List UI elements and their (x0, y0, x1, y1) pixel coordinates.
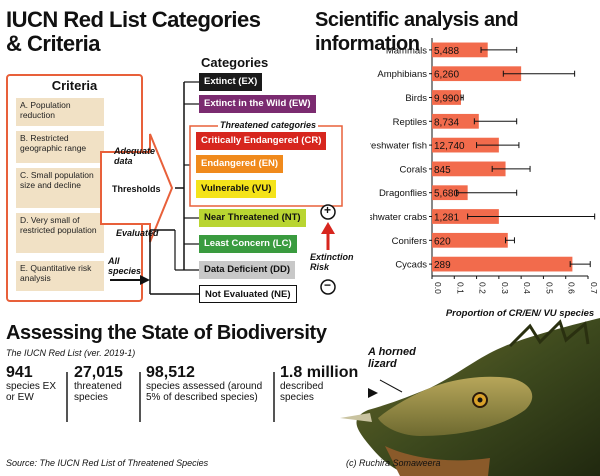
stat-extinct-text: species EX or EW (6, 381, 57, 403)
bar (432, 137, 499, 153)
criteria-item-c: C. Small population size and decline (16, 168, 104, 208)
x-tick-label: 0.7 (589, 282, 598, 294)
bar (432, 113, 479, 129)
photo-credit: (c) Ruchira Somaweera (346, 458, 441, 468)
stat-divider-1 (66, 372, 68, 422)
extinction-risk-head (321, 222, 335, 234)
category-label: Cycads (395, 260, 427, 271)
category-label: Freshwater fish (370, 141, 427, 152)
x-tick-label: 0.4 (522, 282, 532, 294)
category-not-evaluated: Not Evaluated (NE) (199, 285, 297, 303)
criteria-item-d: D. Very small of restricted population (16, 213, 104, 253)
category-near-threatened: Near Threatened (NT) (199, 209, 306, 227)
x-axis-label: Proportion of CR/EN/ VU species (446, 308, 594, 319)
category-label: Freshwater crabs (370, 212, 427, 223)
criteria-item-b: B. Restricted geographic range (16, 131, 104, 163)
evaluated-label: Evaluated (116, 228, 159, 238)
category-least-concern: Least Concern (LC) (199, 235, 297, 253)
count-label: 289 (434, 260, 451, 271)
bar (432, 209, 499, 224)
plus-circle (320, 204, 336, 220)
chart-title: Scientific analysis and information (315, 9, 519, 55)
count-label: 620 (434, 236, 451, 247)
categories-title: Categories (201, 55, 269, 70)
category-label: Amphibians (377, 69, 427, 80)
category-data-deficient: Data Deficient (DD) (199, 261, 296, 279)
adequate-data-label: Adequate data (114, 146, 156, 166)
plus-sign: + (324, 203, 332, 217)
stat-threatened-text: threatened species (74, 381, 122, 403)
criteria-item-e: E. Quantitative risk analysis (16, 261, 104, 291)
source-note: Source: The IUCN Red List of Threatened … (6, 458, 209, 468)
category-label: Reptiles (393, 117, 428, 128)
count-label: 8,734 (434, 117, 459, 128)
stat-divider-3 (273, 372, 275, 422)
x-tick-label: 0.5 (544, 282, 554, 294)
x-tick-label: 0.2 (478, 282, 488, 294)
x-tick-label: 0.6 (567, 282, 577, 294)
category-vulnerable: Vulnerable (VU) (196, 180, 277, 198)
stat-assessed-text: species assessed (around 5% of described… (146, 381, 263, 403)
category-label: Dragonflies (379, 188, 427, 199)
count-label: 5,680 (434, 189, 459, 200)
extinction-risk-label: Extinction Risk (310, 252, 354, 272)
category-label: Conifers (392, 236, 428, 247)
category-label: Birds (405, 93, 427, 104)
biodiversity-subtitle: The IUCN Red List (ver. 2019-1) (6, 348, 136, 358)
stat-divider-2 (139, 372, 141, 422)
stat-assessed: 98,512 species assessed (around 5% of de… (146, 364, 270, 403)
horned-lizard-photo (340, 318, 600, 476)
stat-extinct: 941 species EX or EW (6, 364, 66, 403)
minus-sign: − (324, 278, 332, 292)
criteria-item-a: A. Population reduction (16, 98, 104, 126)
all-species-arrow-head (140, 275, 150, 285)
minus-circle (320, 279, 336, 295)
lizard-pointer-head (368, 388, 378, 398)
bar (432, 185, 468, 201)
bar (432, 66, 522, 82)
threatened-categories-label: Threatened categories (218, 120, 319, 130)
criteria-box: Criteria A. Population reduction B. Rest… (6, 74, 143, 302)
species-bar-chart: Mammals 5,488 Amphibians 6,260 Birds 9,990 Rep… (370, 38, 598, 319)
bar (432, 232, 508, 248)
biodiversity-title: Assessing the State of Biodiversity (6, 322, 327, 344)
category-critically-endangered: Critically Endangered (CR) (196, 132, 327, 150)
category-label: Mammals (386, 45, 427, 56)
count-label: 6,260 (434, 70, 459, 81)
count-label: 12,740 (434, 141, 465, 152)
bar (432, 256, 573, 272)
main-title: IUCN Red List Categories & Criteria (6, 8, 261, 56)
lizard-label: A horned lizard (368, 346, 416, 370)
x-tick-label: 0.3 (500, 282, 510, 294)
category-label: Corals (400, 164, 428, 175)
criteria-title: Criteria (51, 78, 98, 93)
bar (432, 90, 461, 105)
x-tick-label: 0.1 (455, 282, 465, 294)
category-endangered: Endangered (EN) (196, 155, 284, 173)
main-title-line1: IUCN Red List Categories (6, 7, 261, 32)
stat-assessed-number: 98,512 (146, 364, 195, 381)
stat-threatened: 27,015 threatened species (74, 364, 136, 403)
x-tick-label: 0.0 (433, 282, 443, 294)
lizard-pointer-line (379, 379, 403, 393)
bar (432, 42, 488, 58)
bar (432, 161, 506, 177)
category-extinct: Extinct (EX) (199, 73, 263, 91)
stat-threatened-number: 27,015 (74, 364, 123, 381)
stat-described-number: 1.8 million (280, 364, 359, 381)
count-label: 1,281 (434, 213, 459, 224)
thresholds-arrow (100, 133, 174, 243)
stat-described: 1.8 million described species (280, 364, 360, 403)
count-label: 9,990 (434, 94, 459, 105)
stat-extinct-number: 941 (6, 364, 33, 381)
main-title-line2: & Criteria (6, 31, 101, 56)
thresholds-label: Thresholds (112, 184, 161, 194)
count-label: 845 (434, 165, 451, 176)
category-extinct-in-wild: Extinct in the Wild (EW) (199, 95, 316, 113)
count-label: 5,488 (434, 46, 459, 57)
stat-described-text: described species (280, 381, 324, 403)
all-species-label: All species (108, 256, 142, 276)
